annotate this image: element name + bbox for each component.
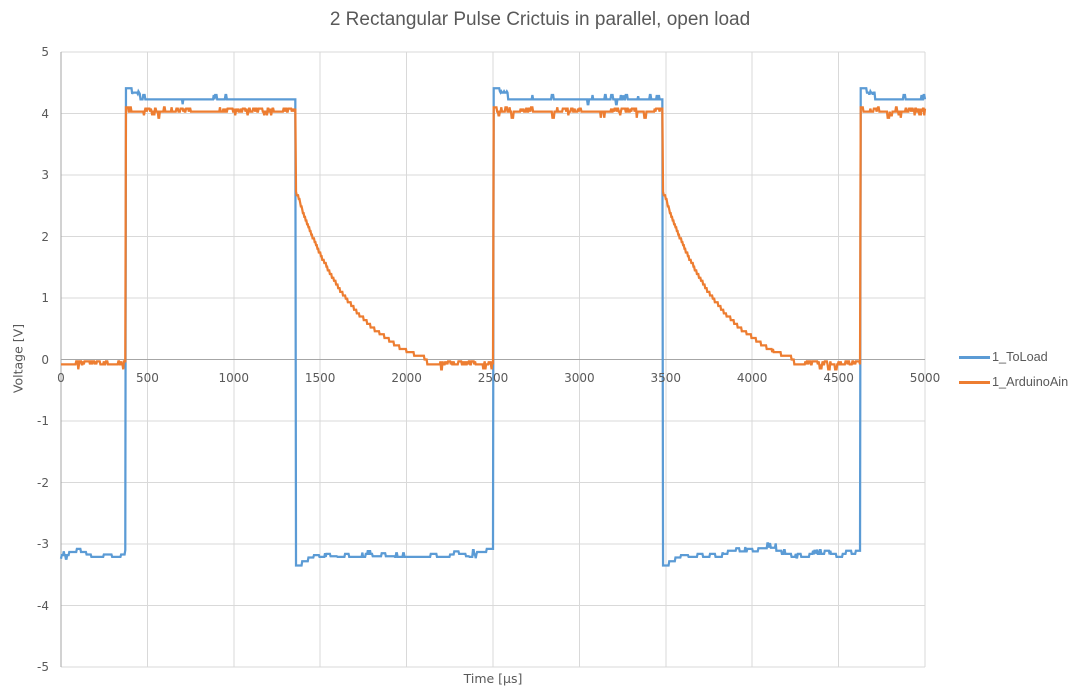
x-tick-label: 2500	[477, 370, 509, 385]
y-tick-label: 2	[41, 229, 49, 244]
legend-label: 1_ArduinoAin	[992, 374, 1069, 389]
series-lines	[59, 87, 927, 567]
legend-label: 1_ToLoad	[992, 349, 1048, 364]
x-tick-label: 3000	[564, 370, 595, 385]
y-tick-label: 5	[41, 45, 49, 59]
y-axis-title: Voltage [V]	[10, 323, 26, 393]
chart-title: 2 Rectangular Pulse Crictuis in parallel…	[329, 9, 751, 30]
y-tick-label: -1	[37, 414, 49, 428]
x-tick-label: 4000	[736, 370, 768, 385]
x-tick-label: 3500	[650, 370, 682, 385]
series-line-1[interactable]	[59, 87, 927, 567]
x-tick-label: 4500	[823, 370, 854, 385]
y-tick-label: 3	[41, 168, 49, 182]
y-tick-label: -5	[37, 660, 49, 674]
x-tick-label: 2000	[391, 370, 422, 385]
x-tick-label: 0	[57, 370, 65, 385]
x-tick-label: 500	[135, 370, 159, 385]
y-tick-label: 1	[41, 291, 49, 305]
y-tick-label: -2	[37, 475, 49, 490]
y-tick-label: -3	[37, 537, 49, 551]
x-tick-label: 5000	[909, 370, 941, 385]
y-tick-label: 0	[41, 352, 49, 367]
x-axis-title: Time [µs]	[463, 671, 523, 686]
x-tick-label: 1000	[218, 370, 250, 385]
y-tick-label: 4	[41, 106, 49, 121]
legend-line-swatch	[959, 381, 990, 385]
y-tick-label: -4	[37, 598, 49, 613]
legend-line-swatch	[959, 356, 990, 359]
x-tick-label: 1500	[304, 370, 336, 385]
series-line-2[interactable]	[61, 106, 927, 371]
